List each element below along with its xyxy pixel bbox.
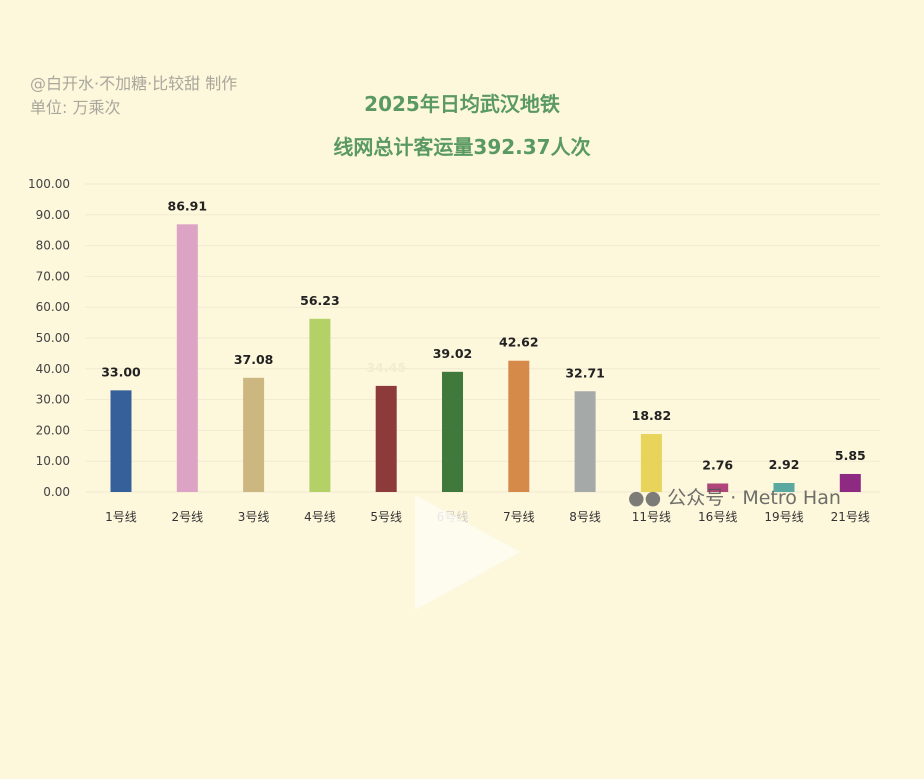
x-tick-label: 11号线 xyxy=(632,510,671,524)
y-tick-label: 40.00 xyxy=(36,362,70,376)
y-tick-label: 100.00 xyxy=(28,177,70,191)
x-tick-label: 2号线 xyxy=(171,510,203,524)
bar xyxy=(839,473,861,492)
bar xyxy=(640,434,662,492)
x-tick-label: 5号线 xyxy=(370,510,402,524)
x-tick-label: 7号线 xyxy=(503,510,535,524)
y-tick-label: 50.00 xyxy=(36,331,70,345)
bar xyxy=(309,318,331,492)
y-tick-label: 20.00 xyxy=(36,423,70,437)
data-label: 37.08 xyxy=(234,352,274,367)
unit-label: 单位: 万乘次 xyxy=(30,98,121,117)
x-tick-label: 16号线 xyxy=(698,510,737,524)
x-tick-label: 3号线 xyxy=(238,510,270,524)
credit: @白开水·不加糖·比较甜 制作 单位: 万乘次 xyxy=(30,72,237,120)
data-label: 33.00 xyxy=(101,364,141,379)
data-label: 32.71 xyxy=(565,365,605,380)
wechat-icon: ●● xyxy=(628,487,662,509)
data-label: 42.62 xyxy=(499,335,539,350)
bar xyxy=(110,390,132,492)
x-tick-label: 4号线 xyxy=(304,510,336,524)
data-label: 18.82 xyxy=(632,408,672,423)
bar xyxy=(508,360,530,492)
y-tick-label: 70.00 xyxy=(36,269,70,283)
play-icon[interactable] xyxy=(415,495,520,610)
data-label: 5.85 xyxy=(835,448,866,463)
y-tick-label: 0.00 xyxy=(43,485,70,499)
y-tick-label: 60.00 xyxy=(36,300,70,314)
bar xyxy=(176,224,198,492)
x-tick-label: 8号线 xyxy=(569,510,601,524)
data-label: 2.76 xyxy=(702,457,733,472)
bar xyxy=(243,377,265,492)
x-tick-label: 19号线 xyxy=(764,510,803,524)
y-tick-label: 30.00 xyxy=(36,393,70,407)
data-label: 34.45 xyxy=(366,360,406,375)
bar xyxy=(707,483,729,492)
bar xyxy=(375,385,397,492)
x-tick-label: 1号线 xyxy=(105,510,137,524)
data-label: 56.23 xyxy=(300,293,340,308)
watermark-text: 公众号 · Metro Han xyxy=(667,487,841,509)
data-label: 39.02 xyxy=(433,346,473,361)
bar xyxy=(574,391,596,492)
chart-title-line1: 2025年日均武汉地铁 xyxy=(364,92,560,116)
bar xyxy=(773,483,795,492)
y-tick-label: 90.00 xyxy=(36,208,70,222)
chart-title-line2: 线网总计客运量392.37人次 xyxy=(333,135,591,159)
y-tick-label: 10.00 xyxy=(36,454,70,468)
bar xyxy=(442,371,463,492)
watermark: ●● 公众号 · Metro Han xyxy=(628,483,841,510)
data-label: 86.91 xyxy=(168,198,208,213)
y-tick-label: 80.00 xyxy=(36,239,70,253)
x-tick-label: 21号线 xyxy=(831,510,870,524)
author-credit: @白开水·不加糖·比较甜 制作 xyxy=(30,74,238,93)
data-label: 2.92 xyxy=(769,457,800,472)
